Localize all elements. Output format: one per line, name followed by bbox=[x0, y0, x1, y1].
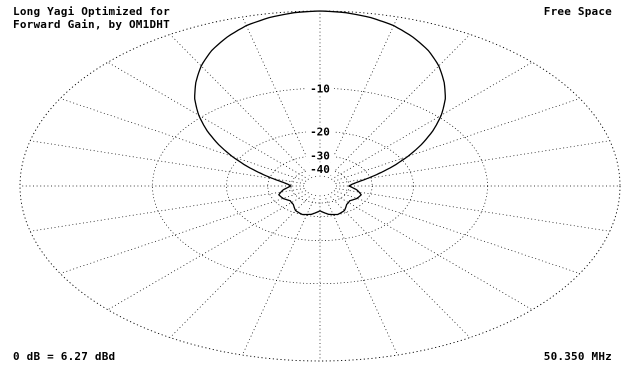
ring-label: -10 bbox=[310, 82, 330, 95]
grid-spoke bbox=[323, 16, 398, 178]
grid-spoke bbox=[333, 98, 580, 182]
reference-gain-label: 0 dB = 6.27 dBd bbox=[13, 350, 116, 363]
grid-spoke bbox=[333, 190, 580, 274]
grid-spoke bbox=[327, 193, 471, 338]
ring-label: -30 bbox=[310, 150, 330, 163]
chart-title-line-1: Long Yagi Optimized for bbox=[13, 5, 170, 18]
ring-label: -40 bbox=[310, 163, 330, 176]
grid-spoke bbox=[331, 61, 533, 180]
ring-label-background bbox=[306, 162, 334, 175]
grid-spoke bbox=[331, 192, 533, 311]
environment-label: Free Space bbox=[543, 5, 612, 18]
polar-grid bbox=[19, 10, 621, 362]
grid-spoke bbox=[60, 190, 307, 274]
grid-spoke bbox=[169, 34, 313, 179]
grid-spoke bbox=[169, 193, 313, 338]
grid-spoke bbox=[30, 140, 305, 184]
grid-spoke bbox=[242, 194, 317, 356]
frequency-label: 50.350 MHz bbox=[543, 350, 612, 363]
ring-label-background bbox=[306, 125, 334, 138]
grid-spoke bbox=[323, 194, 398, 356]
radiation-pattern-line bbox=[194, 10, 446, 216]
grid-spoke bbox=[60, 98, 307, 182]
ring-label: -20 bbox=[310, 125, 330, 138]
grid-spoke bbox=[107, 192, 309, 311]
grid-spoke bbox=[335, 188, 610, 232]
grid-spoke bbox=[30, 188, 305, 232]
grid-ring bbox=[19, 10, 621, 362]
chart-title-line-2: Forward Gain, by OM1DHT bbox=[13, 18, 170, 31]
ring-label-background bbox=[306, 82, 334, 95]
grid-spoke bbox=[242, 16, 317, 178]
grid-spoke bbox=[107, 61, 309, 180]
ring-label-background bbox=[306, 149, 334, 162]
ring-labels: -10 -20 -30-40 bbox=[306, 82, 334, 176]
grid-spoke bbox=[335, 140, 610, 184]
grid-spoke bbox=[327, 34, 471, 179]
